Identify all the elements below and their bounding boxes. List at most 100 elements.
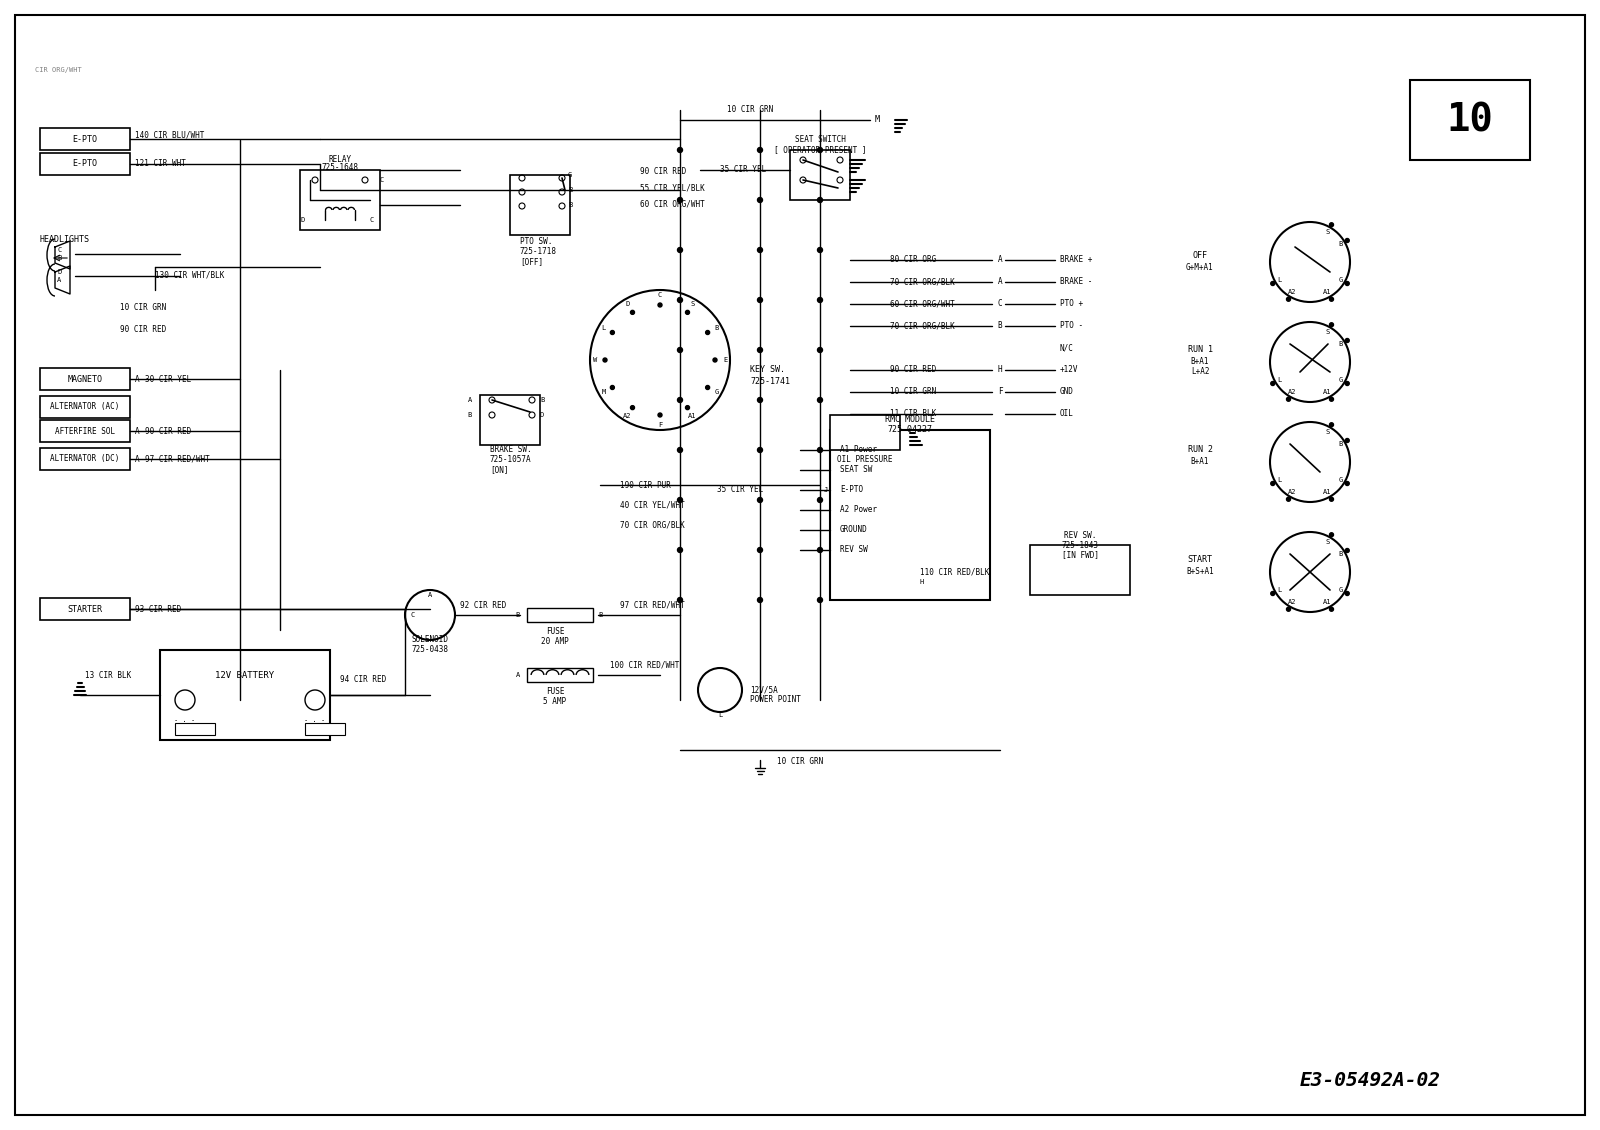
Circle shape	[677, 297, 683, 303]
Text: F: F	[998, 388, 1002, 397]
Text: B: B	[1338, 242, 1342, 247]
Text: 11 CIR BLK: 11 CIR BLK	[890, 409, 936, 418]
Text: H: H	[920, 579, 925, 585]
Bar	[526, 608, 594, 622]
Text: W: W	[594, 357, 597, 363]
Text: FUSE: FUSE	[546, 627, 565, 636]
Circle shape	[1270, 382, 1275, 385]
Circle shape	[706, 385, 710, 390]
Text: 110 CIR RED/BLK: 110 CIR RED/BLK	[920, 567, 989, 576]
Text: 94 CIR RED: 94 CIR RED	[339, 676, 386, 685]
Circle shape	[818, 598, 822, 602]
Circle shape	[818, 247, 822, 252]
Text: E-PTO: E-PTO	[72, 134, 98, 144]
Circle shape	[677, 497, 683, 503]
Text: 10 CIR GRN: 10 CIR GRN	[778, 757, 822, 766]
Circle shape	[1270, 481, 1275, 486]
Text: L: L	[1277, 376, 1282, 382]
Text: C: C	[658, 292, 662, 298]
Text: GND: GND	[1059, 388, 1074, 397]
Circle shape	[757, 348, 763, 353]
Text: E: E	[723, 357, 726, 363]
Circle shape	[677, 148, 683, 153]
Circle shape	[677, 348, 683, 353]
Circle shape	[714, 358, 717, 362]
Bar	[40, 447, 130, 470]
Text: ALTERNATOR (AC): ALTERNATOR (AC)	[50, 402, 120, 411]
Text: 90 CIR RED: 90 CIR RED	[890, 365, 936, 374]
Text: D: D	[626, 301, 630, 306]
Text: A: A	[134, 454, 139, 463]
Text: G+M+A1: G+M+A1	[1186, 263, 1214, 272]
Text: 40 CIR YEL/WHT: 40 CIR YEL/WHT	[621, 501, 685, 510]
Text: 80 CIR ORG: 80 CIR ORG	[890, 255, 936, 264]
Text: START: START	[1187, 556, 1213, 565]
Bar	[174, 723, 214, 734]
Text: E3-05492A-02: E3-05492A-02	[1299, 1070, 1442, 1089]
Text: 10 CIR GRN: 10 CIR GRN	[890, 388, 936, 397]
Text: PTO -: PTO -	[1059, 322, 1083, 330]
Text: G: G	[1338, 376, 1342, 382]
Bar	[40, 598, 130, 620]
Text: 60 CIR ORG/WHT: 60 CIR ORG/WHT	[890, 299, 955, 308]
Text: OIL PRESSURE: OIL PRESSURE	[837, 455, 893, 464]
Text: D: D	[58, 269, 61, 275]
Text: A: A	[467, 397, 472, 403]
Circle shape	[1346, 548, 1349, 553]
Circle shape	[757, 548, 763, 553]
Circle shape	[1346, 382, 1349, 385]
Circle shape	[1330, 398, 1333, 401]
Circle shape	[818, 548, 822, 553]
Text: S: S	[1325, 228, 1330, 235]
Text: B: B	[1338, 551, 1342, 557]
Circle shape	[1286, 607, 1291, 611]
Text: 13 CIR BLK: 13 CIR BLK	[85, 670, 131, 679]
Text: 70 CIR ORG/BLK: 70 CIR ORG/BLK	[890, 278, 955, 287]
Text: RELAY: RELAY	[328, 156, 352, 165]
Text: J: J	[824, 487, 829, 493]
Circle shape	[706, 330, 710, 334]
Text: L: L	[1277, 477, 1282, 483]
Circle shape	[685, 406, 690, 410]
Text: A1: A1	[1323, 599, 1331, 606]
Text: PTO SW.: PTO SW.	[520, 237, 552, 246]
Circle shape	[1346, 339, 1349, 342]
Text: 92 CIR RED: 92 CIR RED	[461, 600, 506, 609]
Bar	[160, 650, 330, 740]
Text: L: L	[1277, 586, 1282, 592]
Circle shape	[1330, 607, 1333, 611]
Circle shape	[677, 198, 683, 202]
Text: 100 CIR RED/WHT: 100 CIR RED/WHT	[610, 661, 680, 669]
Circle shape	[818, 297, 822, 303]
Text: +12V: +12V	[1059, 365, 1078, 374]
Circle shape	[658, 303, 662, 307]
Text: 90 CIR RED: 90 CIR RED	[120, 325, 166, 334]
Text: REV SW.: REV SW.	[1064, 530, 1096, 539]
Text: BRAKE +: BRAKE +	[1059, 255, 1093, 264]
Text: S: S	[1325, 428, 1330, 435]
Text: STARTER: STARTER	[67, 605, 102, 614]
Text: B: B	[541, 397, 544, 403]
Text: A2: A2	[1288, 289, 1296, 295]
Text: A1: A1	[1323, 289, 1331, 295]
Text: A: A	[998, 278, 1002, 287]
Circle shape	[818, 497, 822, 503]
Text: B: B	[467, 412, 472, 418]
Text: RMC MODULE: RMC MODULE	[885, 416, 934, 425]
Text: 90 CIR RED: 90 CIR RED	[640, 167, 686, 176]
Text: D: D	[541, 412, 544, 418]
Text: A2 Power: A2 Power	[840, 505, 877, 514]
Text: 12V/5A: 12V/5A	[750, 686, 778, 695]
Text: KEY SW.: KEY SW.	[750, 365, 786, 374]
Circle shape	[818, 198, 822, 202]
Text: C: C	[411, 612, 414, 618]
Circle shape	[630, 311, 635, 314]
Text: G: G	[1338, 277, 1342, 282]
Text: A1 Power: A1 Power	[840, 445, 877, 454]
Text: 60 CIR ORG/WHT: 60 CIR ORG/WHT	[640, 200, 704, 209]
Text: ALTERNATOR (DC): ALTERNATOR (DC)	[50, 454, 120, 463]
Text: 35 CIR YEL: 35 CIR YEL	[720, 165, 766, 174]
Circle shape	[1330, 223, 1333, 227]
Text: H: H	[998, 365, 1002, 374]
Circle shape	[1330, 297, 1333, 302]
